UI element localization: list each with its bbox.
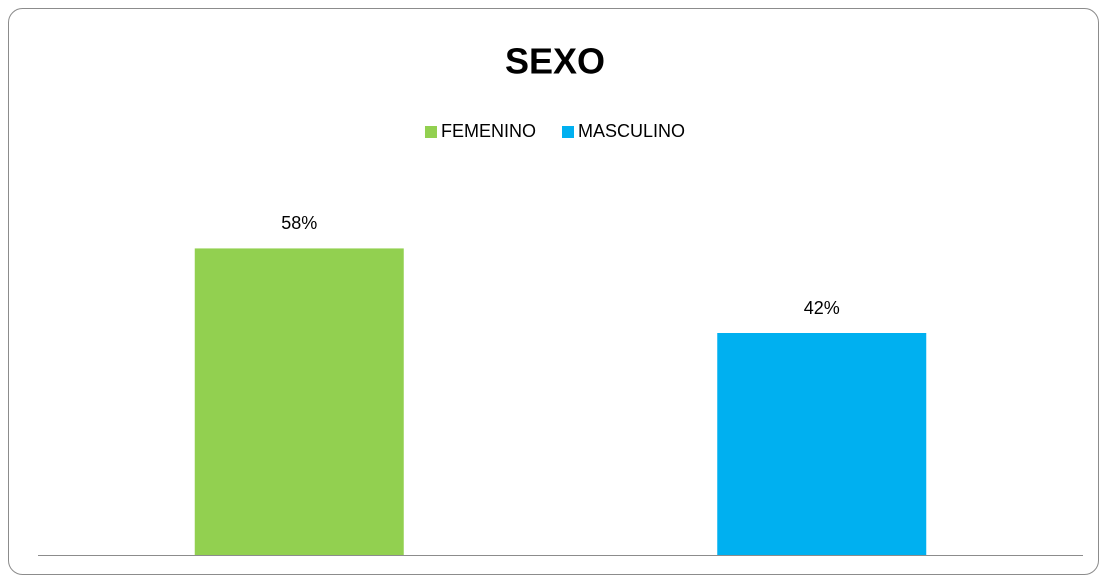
data-label: 58% — [281, 213, 317, 233]
bar — [194, 248, 404, 555]
legend-swatch — [562, 126, 574, 138]
legend-swatch — [424, 126, 437, 138]
bar — [717, 333, 927, 555]
legend-label: MASCULINO — [578, 121, 685, 141]
chart-title: SEXO — [505, 41, 605, 82]
legend-label: FEMENINO — [441, 121, 536, 141]
data-label: 42% — [804, 298, 840, 318]
chart-frame — [8, 8, 1099, 575]
